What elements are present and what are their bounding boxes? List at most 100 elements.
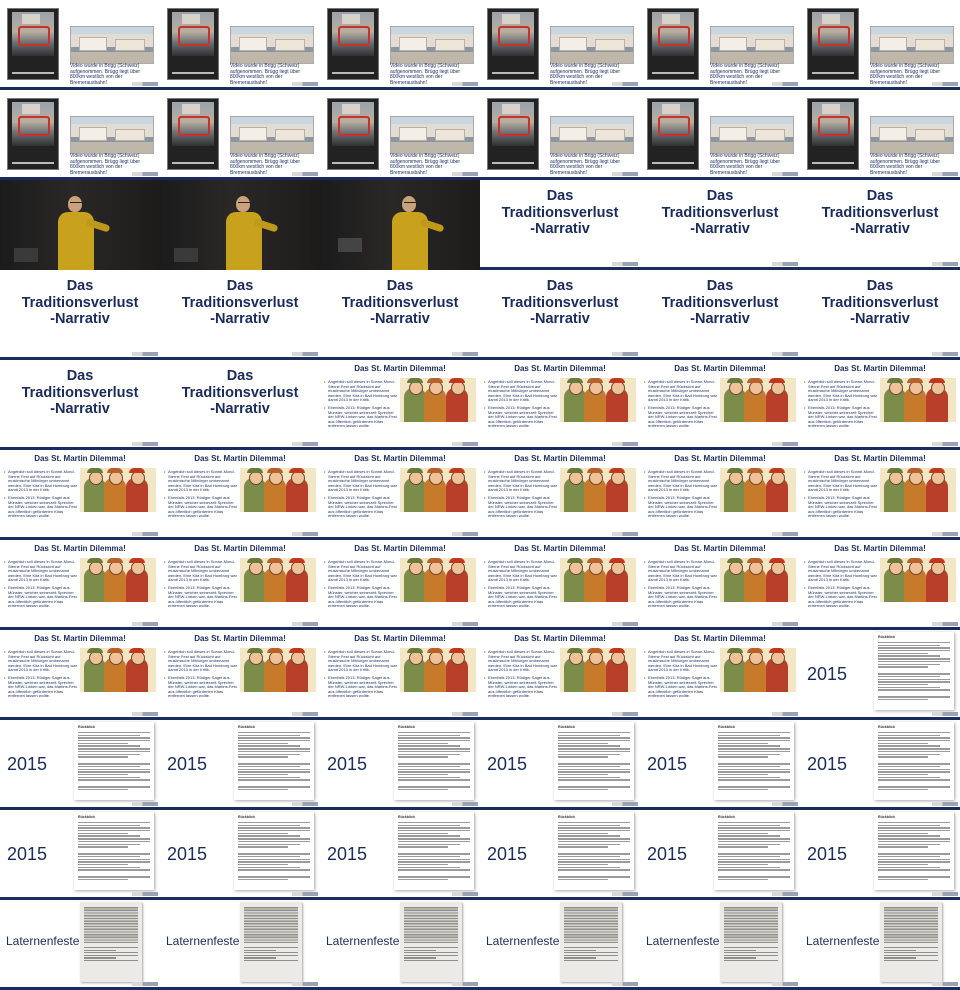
slide-thumbnail[interactable]: 2015 Rückblick <box>640 810 800 900</box>
slide-thumbnail[interactable]: Das St. Martin Dilemma! Angeblich soll di… <box>640 360 800 450</box>
slide-thumbnail[interactable]: Das St. Martin Dilemma! Angeblich soll di… <box>640 630 800 720</box>
slide-thumbnail[interactable]: 2015 Rückblick <box>800 810 960 900</box>
slide-thumbnail[interactable]: 2015 Rückblick <box>800 720 960 810</box>
slide-thumbnail[interactable]: Das St. Martin Dilemma! Angeblich soll di… <box>320 360 480 450</box>
slide-thumbnail[interactable]: Das St. Martin Dilemma! Angeblich soll di… <box>0 450 160 540</box>
slide-thumbnail[interactable]: Video wurde in Brigg (Schweiz) aufgenomm… <box>640 0 800 90</box>
st-martin-illustration <box>880 468 956 512</box>
slide-thumbnail[interactable]: Das St. Martin Dilemma! Angeblich soll di… <box>480 360 640 450</box>
document-scan: Rückblick <box>394 812 474 890</box>
slide-thumbnail[interactable] <box>320 180 480 270</box>
document-text-line <box>398 776 460 778</box>
slide-thumbnail[interactable]: Video wurde in Brigg (Schweiz) aufgenomm… <box>320 90 480 180</box>
slide-thumbnail[interactable]: Video wurde in Brigg (Schweiz) aufgenomm… <box>800 0 960 90</box>
slide-thumbnail[interactable]: Das St. Martin Dilemma! Angeblich soll di… <box>800 360 960 450</box>
slide-thumbnail[interactable]: 2015 Rückblick <box>0 810 160 900</box>
slide-thumbnail[interactable]: Video wurde in Brigg (Schweiz) aufgenomm… <box>640 90 800 180</box>
figure-head <box>429 471 443 485</box>
bullet-item: Ebenfalls 2013: Rüdiger Sagel aus Münste… <box>484 585 558 609</box>
document-text-line <box>238 866 300 868</box>
slide-thumbnail[interactable]: Video wurde in Brigg (Schweiz) aufgenomm… <box>160 0 320 90</box>
document-text-line <box>878 663 940 665</box>
slide-thumbnail[interactable]: 2015 Rückblick <box>160 720 320 810</box>
slide-thumbnail[interactable]: Laternenfeste <box>0 900 160 990</box>
slide-thumbnail[interactable]: Das St. Martin Dilemma! Angeblich soll di… <box>640 540 800 630</box>
slide-thumbnail[interactable]: Das St. Martin Dilemma! Angeblich soll di… <box>480 630 640 720</box>
slide-thumbnail[interactable]: Video wurde in Brigg (Schweiz) aufgenomm… <box>0 0 160 90</box>
slide-thumbnail[interactable]: Das St. Martin Dilemma! Angeblich soll di… <box>800 540 960 630</box>
slide-thumbnail[interactable]: 2015 Rückblick <box>480 720 640 810</box>
slide-thumbnail[interactable]: Das St. Martin Dilemma! Angeblich soll di… <box>320 540 480 630</box>
slide-thumbnail[interactable]: 2015 Rückblick <box>480 810 640 900</box>
document-text-line <box>558 838 630 840</box>
slide-thumbnail[interactable]: Das Traditionsverlust -Narrativ <box>160 270 320 360</box>
slide-thumbnail[interactable]: Das St. Martin Dilemma! Angeblich soll di… <box>160 540 320 630</box>
slide-thumbnail[interactable]: Das Traditionsverlust -Narrativ <box>480 270 640 360</box>
slide-thumbnail[interactable]: Das St. Martin Dilemma! Angeblich soll di… <box>0 540 160 630</box>
document-text-line <box>878 745 940 747</box>
slide-thumbnail[interactable]: Das Traditionsverlust -Narrativ <box>480 180 640 270</box>
slide-thumbnail[interactable]: Video wurde in Brigg (Schweiz) aufgenomm… <box>320 0 480 90</box>
document-text-line <box>558 753 620 755</box>
slide-thumbnail[interactable]: Das Traditionsverlust -Narrativ <box>0 360 160 450</box>
video-progress-bar <box>652 72 694 74</box>
slide-thumbnail[interactable]: Das St. Martin Dilemma! Angeblich soll di… <box>160 630 320 720</box>
figure-head <box>451 381 465 395</box>
slide-thumbnail[interactable]: Das Traditionsverlust -Narrativ <box>800 180 960 270</box>
figure-head <box>771 651 785 665</box>
slide-thumbnail[interactable]: Laternenfeste <box>160 900 320 990</box>
footer-logo <box>772 892 798 896</box>
document-text-line <box>718 869 790 871</box>
slide-thumbnail[interactable] <box>160 180 320 270</box>
slide-thumbnail[interactable]: Das St. Martin Dilemma! Angeblich soll di… <box>800 450 960 540</box>
slide-thumbnail[interactable]: Das St. Martin Dilemma! Angeblich soll di… <box>160 450 320 540</box>
document-text-line <box>878 765 940 768</box>
document-text-line <box>878 748 950 750</box>
slide-thumbnail[interactable]: Das Traditionsverlust -Narrativ <box>320 270 480 360</box>
slide-thumbnail[interactable]: Video wurde in Brigg (Schweiz) aufgenomm… <box>800 90 960 180</box>
st-martin-illustration <box>880 558 956 602</box>
document-text-line <box>238 853 310 855</box>
slide-thumbnail[interactable]: Das St. Martin Dilemma! Angeblich soll di… <box>320 450 480 540</box>
figure-hat <box>907 558 923 563</box>
slide-thumbnail[interactable]: 2015 Rückblick <box>640 720 800 810</box>
slide-thumbnail[interactable]: Video wurde in Brigg (Schweiz) aufgenomm… <box>480 0 640 90</box>
slide-thumbnail[interactable]: Das St. Martin Dilemma! Angeblich soll di… <box>640 450 800 540</box>
building-photo <box>230 26 314 64</box>
slide-thumbnail[interactable]: 2015 Rückblick <box>320 720 480 810</box>
slide-thumbnail[interactable]: Video wurde in Brigg (Schweiz) aufgenomm… <box>0 90 160 180</box>
slide-thumbnail[interactable]: Das St. Martin Dilemma! Angeblich soll di… <box>480 450 640 540</box>
slide-thumbnail[interactable]: Das St. Martin Dilemma! Angeblich soll di… <box>320 630 480 720</box>
slide-thumbnail[interactable]: Das Traditionsverlust -Narrativ <box>160 360 320 450</box>
slide-thumbnail[interactable]: Laternenfeste <box>640 900 800 990</box>
slide-thumbnail[interactable]: Video wurde in Brigg (Schweiz) aufgenomm… <box>480 90 640 180</box>
slide-thumbnail[interactable] <box>0 180 160 270</box>
slide-thumbnail[interactable]: Das Traditionsverlust -Narrativ <box>0 270 160 360</box>
slide-thumbnail[interactable]: 2015 Rückblick <box>320 810 480 900</box>
slide-thumbnail[interactable]: Das St. Martin Dilemma! Angeblich soll di… <box>0 630 160 720</box>
footer-logo <box>612 622 638 626</box>
slide-thumbnail[interactable]: 2015 Rückblick <box>160 810 320 900</box>
slide-thumbnail[interactable]: Das Traditionsverlust -Narrativ <box>800 270 960 360</box>
slide-thumbnail[interactable]: 2015 Rückblick <box>0 720 160 810</box>
footer-logo <box>612 352 638 356</box>
slide-thumbnail[interactable]: Laternenfeste <box>480 900 640 990</box>
clipping-text-block <box>404 907 458 943</box>
footer-logo <box>612 712 638 716</box>
footer-logo <box>132 352 158 356</box>
document-text-line <box>558 863 609 866</box>
document-scan: Rückblick <box>874 722 954 800</box>
document-text-line <box>78 773 129 776</box>
slide-thumbnail[interactable]: 2015 Rückblick <box>800 630 960 720</box>
bullet-list: Angeblich soll dieses in Sonne-Mond-Ster… <box>324 649 398 702</box>
slide-thumbnail[interactable]: Das Traditionsverlust -Narrativ <box>640 270 800 360</box>
slide-thumbnail[interactable]: Video wurde in Brigg (Schweiz) aufgenomm… <box>160 90 320 180</box>
footer-logo <box>612 82 638 86</box>
slide-thumbnail[interactable]: Das St. Martin Dilemma! Angeblich soll di… <box>480 540 640 630</box>
slide-thumbnail[interactable]: Laternenfeste <box>320 900 480 990</box>
document-text-line <box>398 869 470 871</box>
slide-thumbnail[interactable]: Das Traditionsverlust -Narrativ <box>640 180 800 270</box>
slide-title: Das Traditionsverlust -Narrativ <box>21 368 139 417</box>
slide-thumbnail[interactable]: Laternenfeste <box>800 900 960 990</box>
document-text-line <box>398 773 449 776</box>
